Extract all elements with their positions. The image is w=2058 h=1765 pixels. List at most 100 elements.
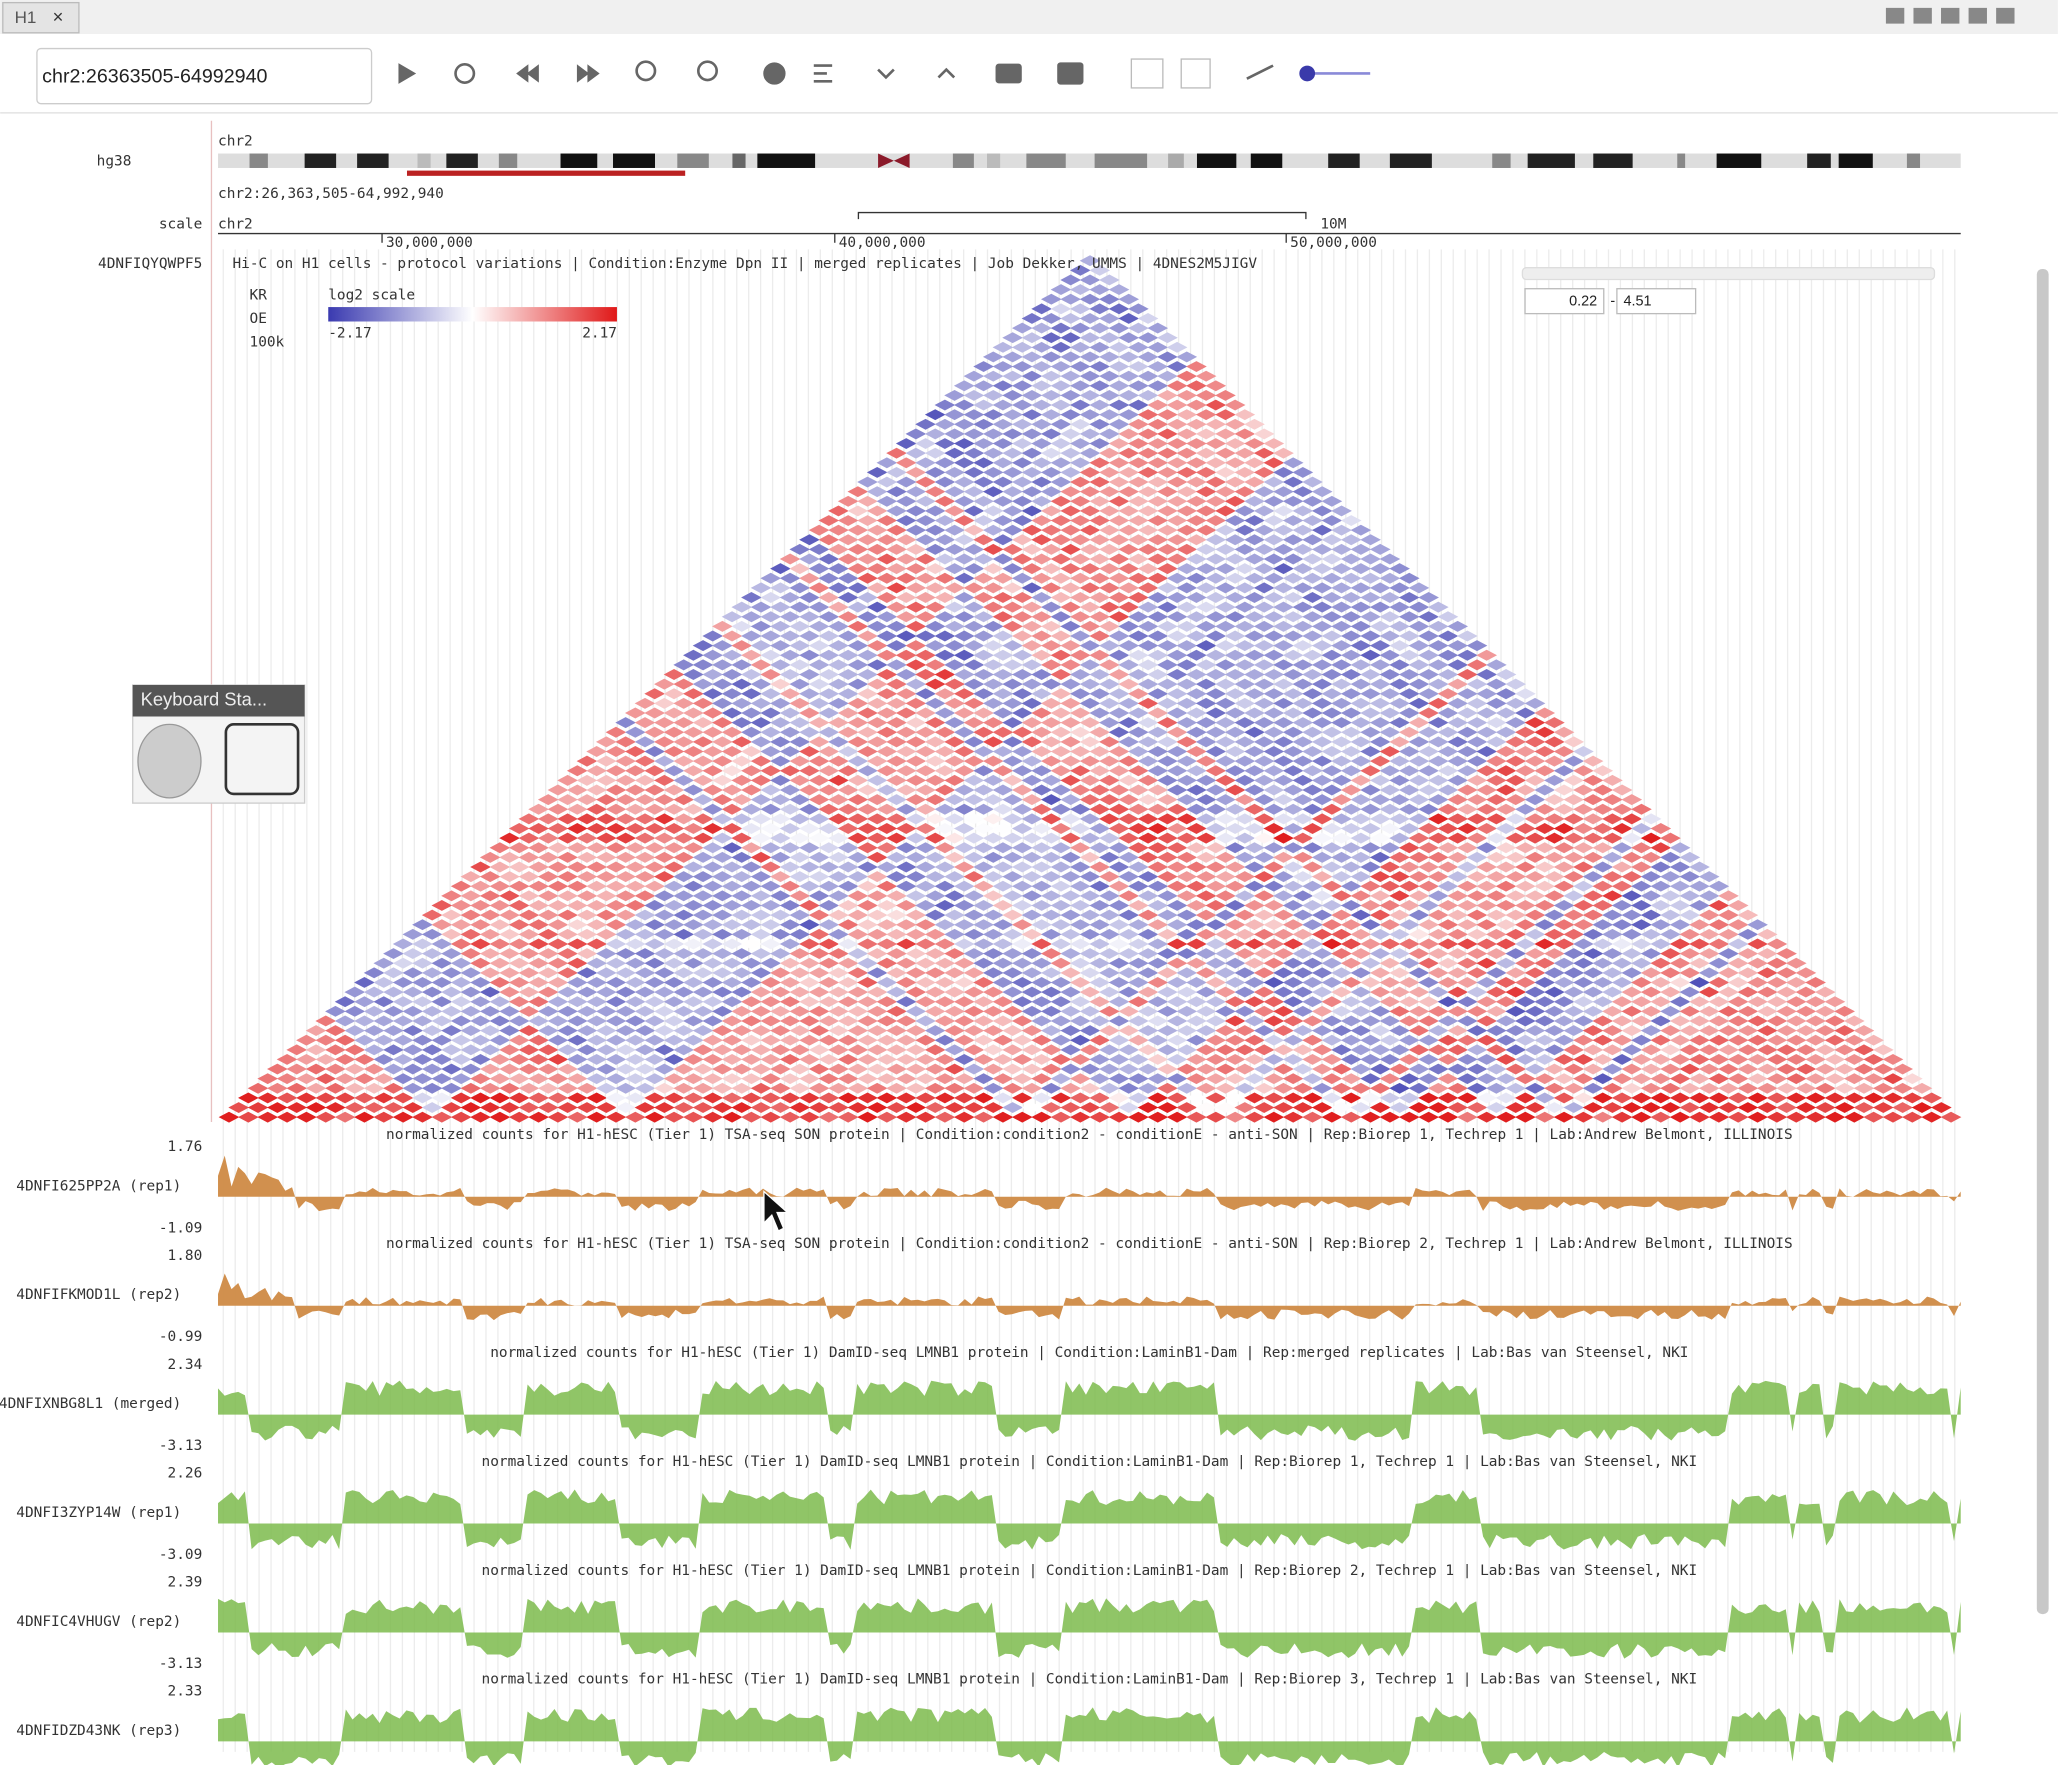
heatmap-cell	[702, 996, 724, 1008]
heatmap-cell	[605, 1073, 627, 1085]
heatmap-cell	[644, 1092, 666, 1104]
heatmap-cell	[1128, 1092, 1149, 1104]
rewind-button[interactable]	[516, 64, 539, 83]
heatmap-cell	[654, 774, 675, 786]
heatmap-cell	[1099, 871, 1120, 883]
window-button[interactable]	[1885, 7, 1905, 24]
heatmap-cell	[296, 1111, 317, 1123]
reload-button[interactable]	[454, 62, 476, 84]
slider-handle[interactable]	[1299, 65, 1316, 82]
zoom-out-button[interactable]	[696, 60, 718, 82]
heatmap-cell	[1331, 890, 1352, 902]
heatmap-cell	[1340, 765, 1362, 777]
heatmap-cell	[1379, 746, 1401, 757]
heatmap-cell	[518, 1102, 540, 1114]
heatmap-cell	[1253, 486, 1275, 498]
heatmap-cell	[1002, 774, 1023, 786]
play-button[interactable]	[398, 63, 417, 84]
heatmap-cell	[1099, 1025, 1120, 1037]
heatmap-cell	[1002, 851, 1023, 863]
menu-button[interactable]	[813, 64, 833, 83]
heatmap-cell	[818, 1034, 840, 1046]
heatmap-cell	[1495, 1073, 1517, 1085]
scrollbar[interactable]	[2036, 269, 2049, 1615]
heatmap-cell	[1050, 1053, 1072, 1065]
heatmap-cell	[1292, 755, 1314, 767]
tab-close[interactable]: ×	[53, 6, 64, 27]
heatmap-cell	[470, 996, 491, 1008]
heatmap-cell	[1128, 1073, 1149, 1085]
heatmap-cell	[1099, 1082, 1120, 1094]
zoom-in-button[interactable]	[635, 60, 657, 82]
heatmap-cell	[1573, 842, 1594, 854]
heatmap-cell	[779, 1053, 801, 1065]
stripes-button[interactable]	[1130, 58, 1164, 89]
camera-button[interactable]	[995, 63, 1022, 84]
settings-button[interactable]	[763, 62, 786, 85]
heatmap-cell	[1389, 601, 1410, 613]
heatmap-cell	[392, 996, 414, 1008]
heatmap-cell	[760, 842, 782, 854]
heatmap-cell	[1486, 678, 1507, 690]
heatmap-cell	[615, 755, 636, 767]
heatmap-cell	[1447, 1063, 1468, 1075]
heatmap-cell	[1070, 418, 1091, 430]
heatmap-cell	[1437, 1053, 1459, 1065]
dots-button[interactable]	[1180, 58, 1211, 89]
location-input[interactable]	[36, 47, 373, 105]
heatmap-cell	[1486, 1082, 1507, 1094]
heatmap-cell	[1157, 794, 1178, 806]
window-button[interactable]	[1968, 7, 1987, 24]
heatmap-cell	[1892, 1102, 1913, 1114]
track-min: -1.09	[159, 1220, 202, 1236]
heatmap-cell	[1418, 938, 1439, 950]
heatmap-cell	[1253, 524, 1275, 536]
heatmap-cell	[857, 823, 878, 834]
heatmap-cell	[886, 620, 907, 632]
tab[interactable]	[2, 1, 80, 34]
window-button[interactable]	[1996, 7, 2015, 24]
heatmap-cell	[1011, 361, 1033, 373]
heatmap-cell	[1805, 1015, 1826, 1027]
heatmap-cell	[1331, 620, 1352, 632]
up-button[interactable]	[937, 67, 956, 79]
heatmap-cell	[905, 794, 927, 806]
heatmap-cell	[1099, 736, 1120, 748]
heatmap-cell	[1205, 399, 1227, 411]
heatmap-cell	[992, 380, 1014, 392]
heatmap-cell	[857, 726, 878, 738]
heatmap-cell	[934, 976, 956, 988]
heatmap-cell	[1602, 1102, 1623, 1114]
heatmap-cell	[982, 620, 1004, 632]
window-button[interactable]	[1913, 7, 1932, 24]
heatmap-cell	[683, 707, 704, 719]
heatmap-cell	[644, 919, 666, 931]
heatmap-cell	[692, 1102, 714, 1114]
heatmap-cell	[857, 938, 878, 950]
heatmap-cell	[799, 1073, 820, 1085]
heatmap-cell	[673, 1063, 695, 1075]
heatmap-cell	[1195, 774, 1217, 786]
unlink-button[interactable]	[1246, 64, 1274, 80]
heatmap-cell	[663, 880, 685, 892]
heatmap-cell	[915, 1015, 936, 1027]
range-min-input[interactable]	[1524, 288, 1605, 315]
heatmap-cell	[1650, 823, 1672, 834]
print-button[interactable]	[1057, 62, 1084, 85]
heatmap-cell	[1389, 736, 1410, 748]
heatmap-cell	[1398, 842, 1420, 854]
range-max-input[interactable]	[1616, 288, 1697, 315]
heatmap-cell	[1021, 909, 1043, 921]
heatmap-cell	[1418, 649, 1439, 661]
heatmap-cell	[1263, 765, 1285, 777]
heatmap-cell	[731, 948, 753, 960]
forward-button[interactable]	[576, 64, 600, 83]
down-button[interactable]	[877, 68, 895, 80]
heatmap-cell	[1253, 794, 1275, 806]
heatmap-cell	[837, 957, 859, 969]
heatmap-cell	[557, 890, 578, 902]
window-button[interactable]	[1941, 7, 1960, 24]
range-slider[interactable]	[1521, 267, 1936, 281]
heatmap-cell	[712, 890, 733, 902]
heatmap-cell	[692, 736, 714, 748]
